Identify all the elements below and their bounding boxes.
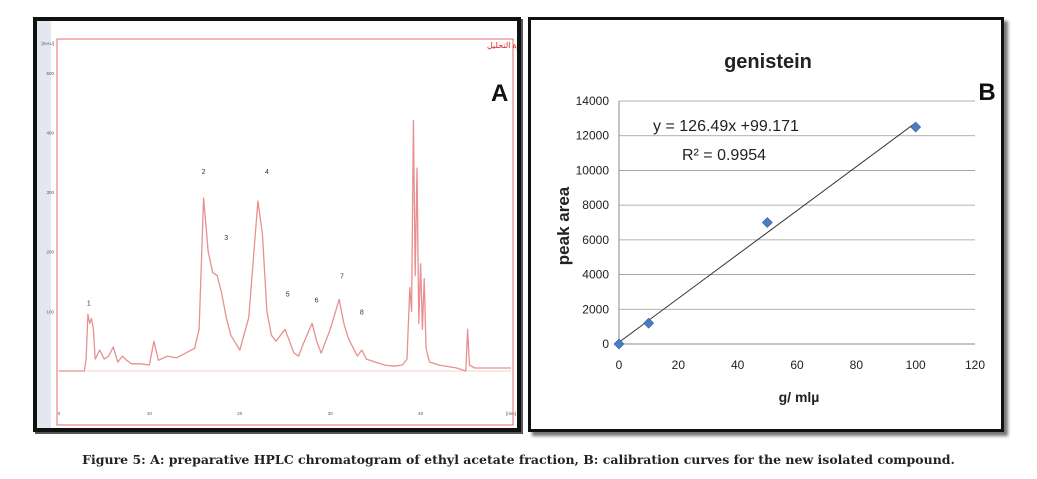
y-tick-label: 500	[46, 71, 54, 76]
peak-label: 5	[286, 291, 290, 298]
peak-label: 1	[87, 300, 91, 307]
y-tick-label: 4000	[582, 268, 609, 282]
x-axis-label: g/ mlµ	[779, 389, 820, 405]
y-tick-label: 6000	[582, 233, 609, 247]
x-tick-label: 20	[672, 358, 686, 372]
chromatogram-trace	[59, 119, 511, 372]
y-tick-label: 0	[602, 337, 609, 351]
chart-title: genistein	[724, 51, 812, 73]
chromatogram-chart: ﻣﺠﻬﺰﺓ ﺍﻟﺘﺤﻠﻴﻞ A 100 200 300 400 500 [mAU] 0 10 2…	[37, 21, 534, 428]
peak-label: 8	[360, 309, 364, 316]
x-tick-label: 40	[418, 411, 424, 416]
peak-label: 3	[224, 235, 228, 242]
x-tick-label: 80	[850, 358, 864, 372]
y-tick-label: 14000	[576, 94, 610, 108]
y-axis-label: peak area	[554, 186, 573, 265]
data-point	[613, 338, 625, 350]
x-tick-label: 60	[790, 358, 804, 372]
x-tick-label: 40	[731, 358, 745, 372]
y-tick-label: 100	[46, 309, 54, 314]
peak-label: 2	[202, 169, 206, 176]
x-tick-label: 0	[616, 358, 623, 372]
figure-caption: Figure 5: A: preparative HPLC chromatogr…	[82, 452, 955, 467]
data-point	[643, 317, 655, 329]
y-tick-label: 12000	[576, 129, 610, 143]
r-squared: R² = 0.9954	[682, 147, 766, 164]
panel-a-chromatogram: ﻣﺠﻬﺰﺓ ﺍﻟﺘﺤﻠﻴﻞ A 100 200 300 400 500 [mAU] 0 10 2…	[33, 17, 534, 432]
plot-frame	[56, 38, 514, 426]
y-tick-label: 200	[46, 250, 54, 255]
panel-b-calibration: genistein B peak area g/ mlµ y = 126.49x…	[528, 17, 1004, 432]
y-tick-label: 2000	[582, 302, 609, 316]
toolbar-strip	[37, 21, 51, 428]
data-point	[761, 217, 773, 228]
panel-a-label: A	[491, 80, 508, 107]
x-tick-label: 120	[965, 358, 985, 372]
trendline	[618, 122, 916, 343]
y-tick-label: 10000	[576, 163, 610, 177]
x-tick-label: 20	[237, 411, 243, 416]
y-tick-label: 8000	[582, 198, 609, 212]
peak-label: 7	[340, 274, 344, 281]
trend-equation: y = 126.49x +99.171	[653, 118, 799, 135]
calibration-chart: genistein B peak area g/ mlµ y = 126.49x…	[554, 51, 996, 405]
x-tick-label: 0	[58, 411, 61, 416]
x-tick-label: 10	[147, 411, 153, 416]
peak-label: 4	[265, 169, 269, 176]
data-point	[910, 121, 922, 133]
y-tick-label: 400	[46, 130, 54, 135]
panel-b-label: B	[978, 79, 995, 106]
header-mark: ﻣﺠﻬﺰﺓ ﺍﻟﺘﺤﻠﻴﻞ	[487, 41, 517, 50]
x-tick-label: 30	[328, 411, 334, 416]
y-tick-label: 300	[46, 190, 54, 195]
peak-label: 6	[315, 297, 319, 304]
x-tick-label: 100	[906, 358, 926, 372]
x-tick-label: [min]	[506, 411, 516, 416]
y-tick-label: [mAU]	[41, 41, 54, 46]
